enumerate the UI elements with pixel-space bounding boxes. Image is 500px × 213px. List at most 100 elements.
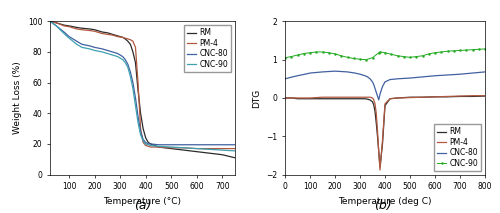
CNC-90	[326, 52, 332, 54]
PM-4	[145, 145, 151, 148]
Line: RM: RM	[50, 21, 235, 158]
CNC-80	[394, 78, 400, 80]
RM	[135, 89, 141, 92]
PM-4	[457, 95, 463, 97]
CNC-90	[338, 55, 344, 57]
CNC-80	[142, 141, 148, 144]
CNC-80	[307, 72, 313, 74]
CNC-90	[181, 147, 187, 149]
PM-4	[307, 97, 313, 99]
PM-4	[54, 22, 60, 24]
X-axis label: Temperature (°C): Temperature (°C)	[104, 197, 182, 206]
RM	[194, 150, 200, 153]
PM-4	[138, 127, 143, 130]
PM-4	[370, 97, 376, 99]
CNC-90	[476, 48, 482, 50]
CNC-90	[382, 52, 388, 54]
CNC-90	[482, 48, 488, 50]
CNC-80	[122, 58, 128, 61]
CNC-90	[140, 140, 146, 142]
PM-4	[367, 96, 373, 98]
PM-4	[130, 40, 136, 43]
CNC-90	[457, 49, 463, 52]
RM	[130, 51, 136, 53]
CNC-80	[74, 40, 80, 43]
RM	[382, 104, 388, 107]
CNC-80	[373, 91, 380, 94]
PM-4	[371, 99, 377, 101]
PM-4	[104, 33, 110, 36]
RM	[122, 38, 128, 40]
CNC-90	[463, 49, 469, 51]
CNC-80	[130, 81, 136, 84]
RM	[86, 28, 92, 30]
RM	[432, 96, 438, 98]
CNC-90	[376, 52, 382, 54]
RM	[371, 104, 377, 106]
PM-4	[79, 29, 85, 31]
PM-4	[420, 96, 426, 98]
CNC-90	[125, 66, 131, 69]
CNC-80	[86, 45, 92, 47]
RM	[374, 135, 380, 138]
RM	[132, 61, 138, 64]
CNC-80	[407, 77, 413, 79]
PM-4	[290, 97, 296, 99]
RM	[380, 143, 386, 145]
CNC-80	[156, 144, 162, 146]
CNC-80	[168, 144, 174, 146]
CNC-80	[232, 144, 238, 146]
Line: CNC-80: CNC-80	[50, 21, 235, 145]
PM-4	[148, 146, 154, 148]
CNC-80	[290, 76, 296, 78]
CNC-90	[332, 53, 338, 55]
CNC-80	[344, 71, 350, 73]
CNC-90	[294, 54, 300, 56]
PM-4	[482, 94, 488, 97]
RM	[344, 98, 350, 100]
RM	[307, 98, 313, 100]
CNC-90	[444, 50, 450, 52]
CNC-80	[135, 115, 141, 118]
PM-4	[206, 147, 212, 150]
PM-4	[132, 46, 138, 49]
CNC-80	[371, 83, 377, 86]
CNC-90	[110, 54, 116, 56]
CNC-90	[470, 48, 476, 51]
RM	[206, 152, 212, 154]
RM	[357, 98, 363, 100]
CNC-90	[401, 55, 407, 58]
RM	[332, 98, 338, 100]
CNC-90	[135, 121, 141, 124]
CNC-90	[148, 144, 154, 147]
CNC-90	[74, 43, 80, 46]
PM-4	[320, 96, 326, 98]
CNC-90	[301, 52, 307, 55]
CNC-80	[374, 95, 380, 97]
CNC-80	[104, 49, 110, 52]
PM-4	[373, 112, 380, 115]
CNC-80	[420, 76, 426, 78]
PM-4	[61, 25, 67, 27]
CNC-80	[332, 70, 338, 72]
CNC-90	[120, 58, 126, 61]
PM-4	[181, 147, 187, 149]
CNC-80	[377, 93, 383, 95]
CNC-80	[362, 75, 368, 77]
PM-4	[432, 96, 438, 98]
CNC-80	[320, 71, 326, 73]
Line: CNC-90: CNC-90	[50, 21, 235, 151]
RM	[373, 122, 380, 124]
CNC-90	[451, 50, 457, 52]
CNC-90	[351, 57, 357, 60]
RM	[148, 143, 154, 145]
CNC-80	[79, 43, 85, 46]
CNC-80	[302, 73, 308, 75]
CNC-90	[47, 20, 53, 23]
PM-4	[387, 98, 393, 100]
CNC-90	[132, 104, 138, 107]
RM	[444, 96, 450, 98]
RM	[302, 98, 308, 100]
CNC-80	[380, 85, 386, 88]
RM	[138, 112, 143, 115]
